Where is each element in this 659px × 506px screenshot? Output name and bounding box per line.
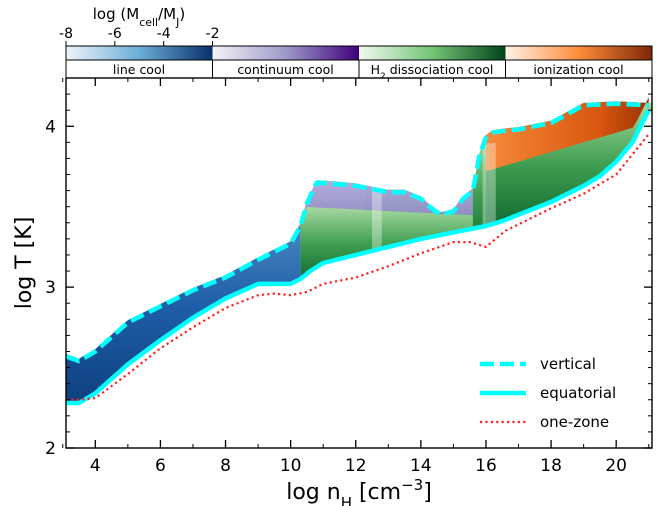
field-h2-lower [300,207,473,281]
series-line-equatorial [66,109,651,406]
x-tick-label: 6 [155,456,166,476]
x-tick-label: 4 [90,456,101,476]
colorbar-strip-h2 [359,46,506,60]
colorbar: -8 -6 -4 -2 log (Mcell/MJ) [59,5,653,61]
x-tick-label: 14 [410,456,432,476]
field-pale-column-1 [482,143,496,227]
y-tick-label: 4 [45,117,56,137]
band-label-line: line cool [113,62,165,77]
x-tick-label: 8 [220,456,231,476]
series-line-vertical [66,101,649,364]
field-continuum-cap [300,180,473,226]
x-axis-label: log nH [cm−3] [286,476,432,506]
field-ionization-upper [486,97,649,172]
colorbar-strip-line [66,46,213,60]
curves [66,101,651,406]
x-tick-label: 18 [540,456,562,476]
legend-label-vertical: vertical [540,355,596,373]
field-pale-column-0 [372,185,382,251]
band-label-ionization: ionization cool [533,62,623,77]
x-tick-label: 10 [280,456,302,476]
y-axis-label: log T [K] [12,217,37,310]
legend-label-equatorial: equatorial [540,384,616,402]
legend: vertical equatorial one-zone [480,355,616,431]
y-tick-label: 2 [45,439,56,459]
x-tick-label: 12 [345,456,367,476]
x-tick-label: 16 [475,456,497,476]
band-label-continuum: continuum cool [237,62,333,77]
legend-label-one-zone: one-zone [540,413,609,431]
colorbar-strip-continuum [212,46,359,60]
colorbar-title: log (Mcell/MJ) [93,5,185,29]
x-tick-label: 20 [605,456,627,476]
colorbar-tick-label: -8 [59,26,73,42]
colorbar-tick-label: -4 [157,26,171,42]
axis-ticks: 4 6 8 10 12 14 16 18 20 2 3 4 [45,78,652,476]
band-label-h2: H2 dissociation cool [371,62,494,82]
colorbar-strip-ionization [505,46,652,60]
y-tick-label: 3 [45,278,56,298]
colorbar-tick-label: -6 [108,26,122,42]
colorbar-tick-label: -2 [206,26,220,42]
